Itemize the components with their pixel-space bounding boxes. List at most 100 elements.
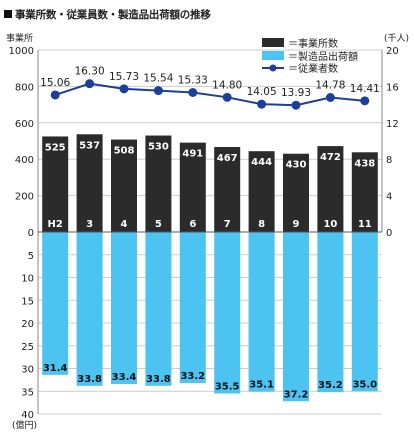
- left-tick-label: 400: [15, 155, 34, 166]
- employees-point: [50, 90, 60, 100]
- shipment-bar: [317, 232, 344, 393]
- lower-axis-title: (億円): [12, 419, 37, 431]
- category-label: 6: [189, 219, 196, 230]
- employees-point: [257, 99, 267, 109]
- right-tick-label: 12: [386, 119, 399, 130]
- legend-shipments-label: ＝製造品出荷額: [288, 50, 358, 63]
- shipment-value-label: 35.0: [352, 379, 377, 390]
- lower-tick-label: 10: [21, 274, 34, 285]
- right-tick-label: 20: [386, 46, 399, 57]
- right-axis-title: (千人): [384, 33, 409, 44]
- establishment-bar: [351, 152, 378, 232]
- category-label: 8: [258, 219, 265, 230]
- lower-tick-label: 40: [21, 410, 34, 421]
- establishment-bar: [179, 142, 206, 232]
- employees-value-label: 14.80: [212, 79, 242, 91]
- employees-value-label: 15.54: [143, 73, 173, 85]
- establishment-value-label: 444: [251, 157, 272, 168]
- chart-title-text: 事業所数・従業員数・製造品出荷額の推移: [15, 8, 211, 21]
- employees-point: [291, 100, 301, 110]
- left-tick-label: 800: [15, 82, 34, 93]
- establishment-value-label: 438: [354, 158, 375, 169]
- establishment-value-label: 430: [286, 160, 307, 171]
- establishment-value-label: 537: [79, 140, 100, 151]
- legend-employees-marker: [269, 64, 277, 72]
- employees-value-label: 15.33: [178, 74, 208, 86]
- category-label: 3: [86, 219, 93, 230]
- shipment-value-label: 33.8: [146, 374, 171, 385]
- category-label: 9: [293, 219, 300, 230]
- left-tick-label: 200: [15, 192, 34, 203]
- shipment-bar: [179, 232, 206, 384]
- category-label: 5: [155, 219, 162, 230]
- lower-tick-label: 35: [21, 387, 34, 398]
- chart-title: 事業所数・従業員数・製造品出荷額の推移: [4, 6, 211, 22]
- establishment-value-label: 530: [148, 142, 169, 153]
- lower-tick-label: 5: [28, 251, 34, 262]
- legend-employees-label: ＝従業者数: [288, 62, 338, 75]
- establishment-value-label: 508: [114, 146, 135, 157]
- left-tick-label: 0: [28, 228, 34, 239]
- shipment-bar: [42, 232, 69, 375]
- shipment-value-label: 33.8: [77, 374, 102, 385]
- legend-establishments-swatch: [262, 38, 284, 47]
- shipment-bar: [283, 232, 309, 402]
- lower-tick-label: 15: [21, 296, 34, 307]
- employees-point: [188, 87, 198, 97]
- employees-value-label: 16.30: [75, 66, 105, 78]
- establishment-bar: [248, 151, 275, 232]
- right-tick-label: 4: [386, 192, 392, 203]
- employees-value-label: 15.06: [40, 77, 70, 89]
- employees-value-label: 14.78: [315, 80, 345, 92]
- establishment-value-label: 491: [182, 149, 203, 160]
- shipment-value-label: 31.4: [43, 363, 68, 374]
- shipment-bar: [214, 232, 241, 394]
- establishment-bar: [76, 134, 103, 232]
- employees-point: [222, 92, 232, 102]
- employees-point: [153, 86, 163, 96]
- category-label: H2: [48, 219, 63, 230]
- category-label: 4: [121, 219, 128, 230]
- employees-point: [325, 93, 335, 103]
- category-label: 7: [224, 219, 231, 230]
- employees-point: [119, 84, 129, 94]
- legend-establishments-label: ＝事業所数: [288, 37, 338, 50]
- employees-value-label: 15.73: [109, 71, 139, 83]
- establishment-value-label: 467: [217, 153, 238, 164]
- title-square-icon: [4, 10, 12, 18]
- establishment-bar: [111, 139, 137, 232]
- left-tick-label: 600: [15, 119, 34, 130]
- shipment-value-label: 33.4: [112, 372, 137, 383]
- lower-tick-label: 25: [21, 342, 34, 353]
- shipment-bar: [248, 232, 275, 392]
- left-tick-label: 1000: [9, 46, 34, 57]
- establishment-bar: [317, 146, 344, 232]
- establishment-bar: [145, 135, 172, 232]
- employees-value-label: 14.05: [247, 86, 277, 98]
- left-axis-title: 事業所: [6, 32, 33, 44]
- employees-line: [54, 82, 365, 107]
- employees-point: [85, 79, 95, 89]
- establishment-bar: [214, 147, 241, 232]
- shipment-bar: [76, 232, 103, 386]
- shipment-value-label: 35.1: [249, 380, 274, 391]
- shipment-value-label: 33.2: [180, 371, 205, 382]
- employees-point: [360, 96, 370, 106]
- lower-tick-label: 20: [21, 319, 34, 330]
- employees-value-label: 13.93: [281, 87, 311, 99]
- category-label: 11: [358, 219, 372, 230]
- shipment-value-label: 35.2: [318, 380, 343, 391]
- right-tick-label: 8: [386, 155, 392, 166]
- establishment-value-label: 525: [45, 142, 66, 153]
- shipment-value-label: 35.5: [215, 382, 240, 393]
- legend-shipments-swatch: [262, 51, 284, 60]
- establishment-bar: [42, 136, 69, 232]
- shipment-value-label: 37.2: [284, 389, 309, 400]
- shipment-bar: [111, 232, 137, 384]
- category-label: 10: [323, 219, 337, 230]
- right-tick-label: 16: [386, 82, 399, 93]
- right-tick-label: 0: [386, 228, 392, 239]
- establishment-value-label: 472: [320, 152, 341, 163]
- shipment-bar: [351, 232, 378, 392]
